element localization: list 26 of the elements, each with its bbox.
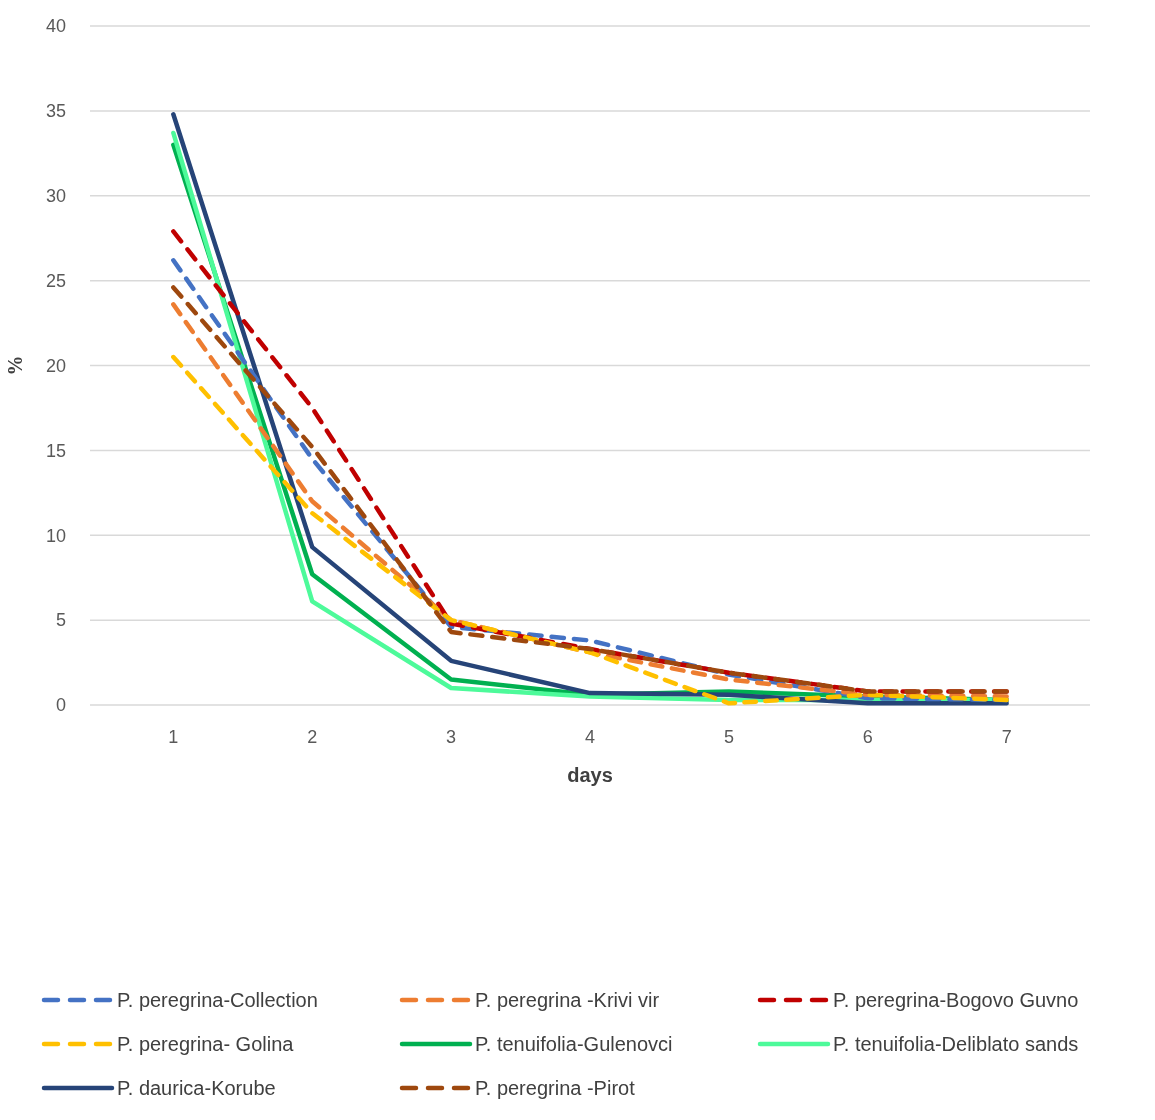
legend-label: P. tenuifolia-Deliblato sands [833, 1033, 1079, 1055]
legend-label: P. peregrina- Golina [117, 1033, 295, 1055]
y-tick-label: 35 [45, 101, 66, 122]
x-tick-label: 1 [168, 727, 179, 747]
y-tick-label: 20 [45, 355, 66, 376]
legend-label: P. peregrina-Bogovo Guvno [833, 989, 1079, 1011]
legend-label: P. peregrina-Collection [117, 989, 318, 1011]
x-tick-label: 7 [1001, 727, 1012, 747]
x-tick-label: 5 [723, 727, 734, 747]
y-tick-label: 10 [45, 525, 66, 546]
x-tick-label: 4 [584, 727, 596, 747]
legend-label: P. peregrina -Krivi vir [475, 989, 660, 1011]
y-axis-title: % [4, 355, 26, 376]
x-tick-label: 6 [862, 727, 873, 747]
legend-label: P. tenuifolia-Gulenovci [475, 1033, 673, 1055]
y-tick-label: 15 [45, 440, 66, 461]
x-axis-title: days [567, 764, 613, 786]
legend-label: P. peregrina -Pirot [475, 1077, 636, 1099]
legend-label: P. daurica-Korube [117, 1077, 276, 1099]
y-tick-label: 30 [45, 186, 66, 207]
y-tick-label: 5 [55, 610, 66, 631]
y-tick-label: 40 [45, 16, 66, 37]
y-tick-label: 0 [55, 695, 66, 716]
x-tick-label: 2 [307, 727, 318, 747]
x-tick-label: 3 [446, 727, 457, 747]
y-tick-label: 25 [45, 270, 66, 291]
